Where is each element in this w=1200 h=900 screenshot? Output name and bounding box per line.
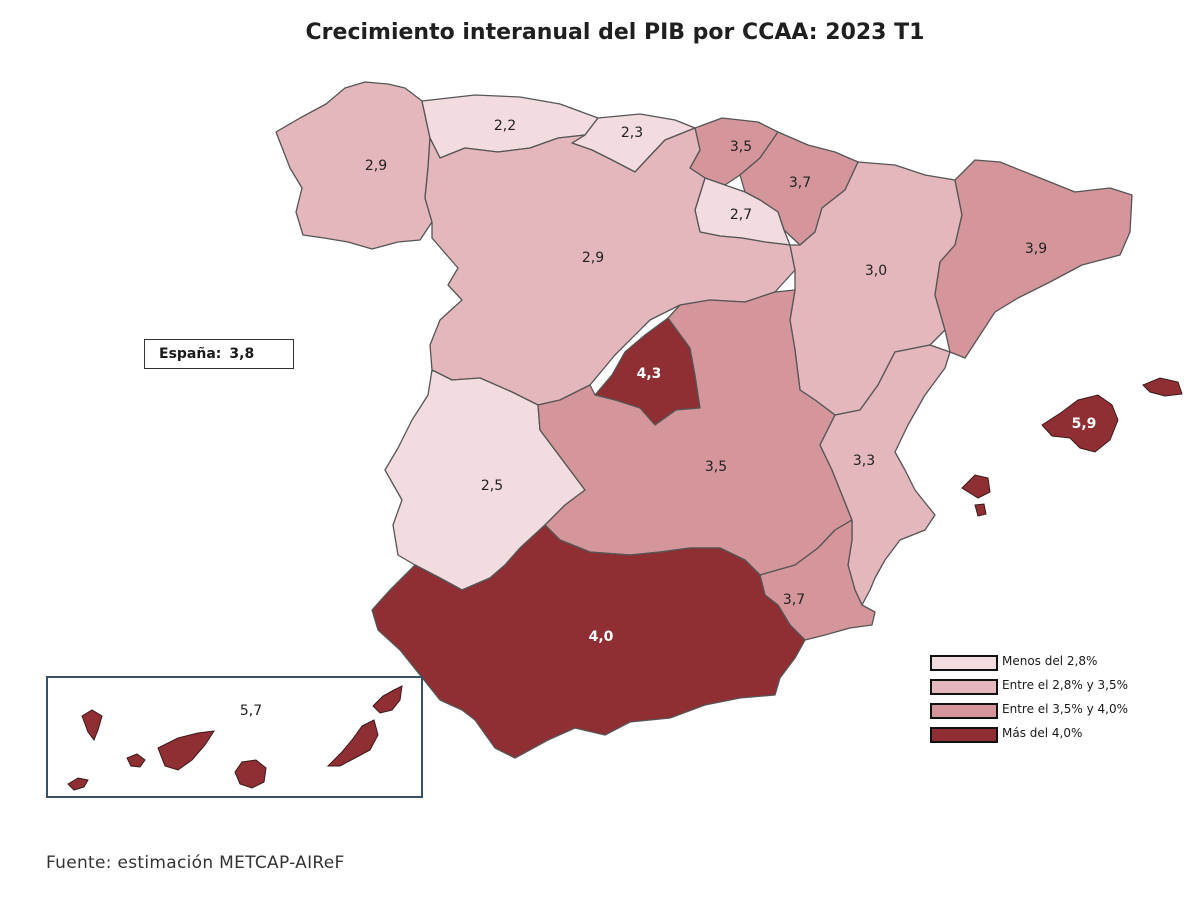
gran-canaria-island[interactable] [234, 759, 267, 789]
legend-swatch [930, 703, 998, 719]
legend-label: Entre el 2,8% y 3,5% [1002, 678, 1128, 692]
label-andalucia: 4,0 [589, 629, 614, 645]
label-galicia: 2,9 [365, 158, 387, 174]
region-cataluna[interactable] [934, 159, 1133, 359]
label-castilla-la-mancha: 3,5 [705, 459, 727, 475]
la-palma-island[interactable] [81, 709, 103, 742]
source-note: Fuente: estimación METCAP-AIReF [46, 853, 345, 873]
label-aragon: 3,0 [865, 263, 887, 279]
fuerteventura-island[interactable] [326, 719, 379, 767]
legend-swatch [930, 679, 998, 695]
label-baleares: 5,9 [1072, 416, 1097, 432]
tenerife-island[interactable] [157, 730, 215, 771]
label-cataluna: 3,9 [1025, 241, 1047, 257]
lanzarote-island[interactable] [372, 685, 403, 714]
ibiza-island[interactable] [961, 474, 991, 499]
label-murcia: 3,7 [783, 592, 805, 608]
legend-label: Menos del 2,8% [1002, 654, 1098, 668]
spain-total-label: España: [159, 346, 222, 362]
label-extremadura: 2,5 [481, 478, 503, 494]
spain-total-value: 3,8 [229, 346, 255, 362]
legend-swatch [930, 727, 998, 743]
formentera-island[interactable] [974, 503, 987, 517]
el-hierro-island[interactable] [67, 777, 89, 791]
label-asturias: 2,2 [494, 118, 516, 134]
mallorca-island[interactable] [1041, 394, 1119, 453]
region-galicia[interactable] [275, 81, 433, 250]
legend-label: Entre el 3,5% y 4,0% [1002, 702, 1128, 716]
baleares-islands[interactable] [961, 377, 1183, 517]
label-canarias: 5,7 [240, 703, 262, 719]
label-la-rioja: 2,7 [730, 207, 752, 223]
label-pais-vasco: 3,5 [730, 139, 752, 155]
map-title: Crecimiento interanual del PIB por CCAA:… [305, 20, 925, 45]
label-cantabria: 2,3 [621, 125, 643, 141]
canarias-inset-frame [46, 676, 423, 798]
spain-total-box: España: 3,8 [144, 339, 294, 369]
label-valencia: 3,3 [853, 453, 875, 469]
label-navarra: 3,7 [789, 175, 811, 191]
legend-label: Más del 4,0% [1002, 726, 1083, 740]
region-andalucia[interactable] [371, 524, 806, 759]
label-madrid: 4,3 [637, 366, 662, 382]
la-gomera-island[interactable] [126, 753, 146, 768]
legend-swatch [930, 655, 998, 671]
label-castilla-leon: 2,9 [582, 250, 604, 266]
canarias-islands[interactable] [67, 685, 403, 791]
menorca-island[interactable] [1142, 377, 1183, 397]
